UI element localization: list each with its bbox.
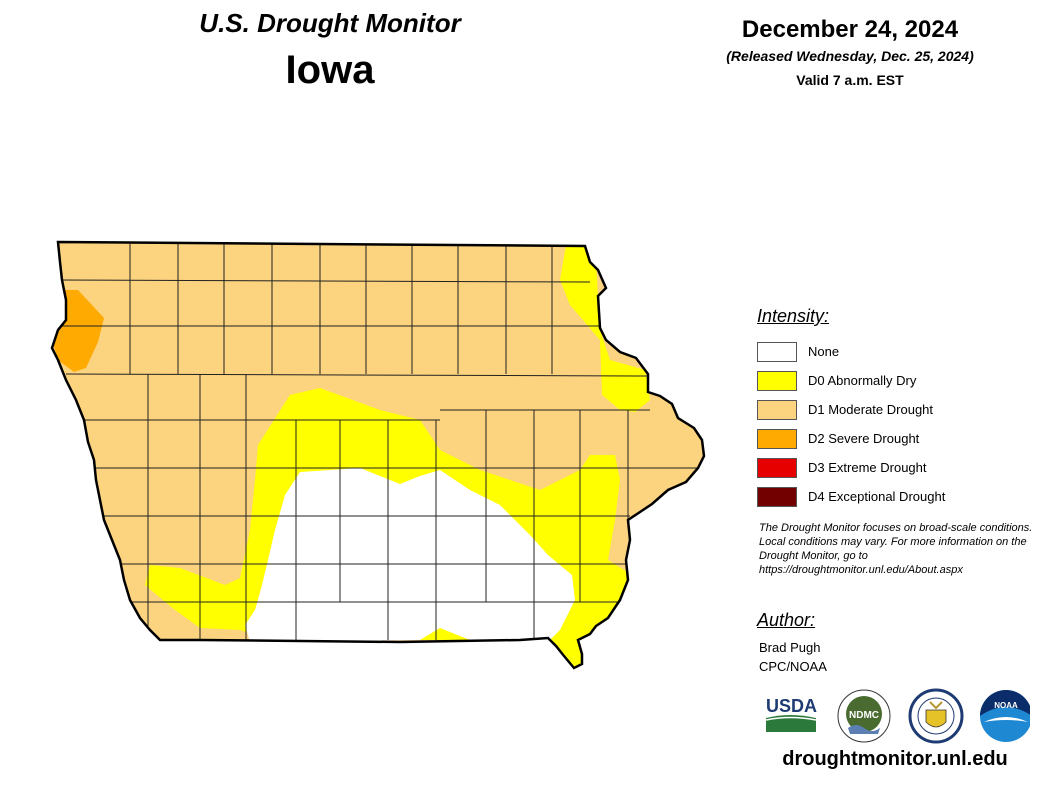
legend-label: D3 Extreme Drought — [808, 460, 927, 475]
author-name: Brad Pugh — [759, 640, 821, 655]
usda-logo: USDA — [765, 696, 817, 732]
noaa-logo: NOAA — [980, 690, 1030, 742]
county-lines — [57, 244, 700, 640]
legend-swatch — [757, 341, 797, 362]
iowa-drought-map — [50, 240, 706, 670]
legend-label: D4 Exceptional Drought — [808, 489, 946, 504]
legend-item-d2: D2 Severe Drought — [757, 424, 945, 453]
monitor-title: U.S. Drought Monitor — [199, 8, 461, 38]
legend-item-d0: D0 Abnormally Dry — [757, 366, 945, 395]
legend-title: Intensity: — [757, 306, 830, 326]
none-region-south-central — [245, 468, 575, 645]
legend-swatch — [757, 486, 797, 507]
doc-logo — [908, 688, 964, 744]
legend-swatch — [757, 457, 797, 478]
svg-text:NOAA: NOAA — [994, 701, 1018, 710]
legend-item-d1: D1 Moderate Drought — [757, 395, 945, 424]
partner-logos: USDA NDMC NOAA — [765, 688, 1030, 744]
legend-item-d4: D4 Exceptional Drought — [757, 482, 945, 511]
author-info: Brad Pugh CPC/NOAA — [759, 638, 827, 676]
d0-region-south-patch — [430, 628, 470, 640]
ndmc-logo: NDMC — [837, 689, 891, 743]
svg-text:USDA: USDA — [766, 696, 817, 716]
legend-swatch — [757, 399, 797, 420]
valid-time: Valid 7 a.m. EST — [796, 72, 904, 88]
iowa-state-border — [50, 240, 706, 670]
state-title: Iowa — [285, 48, 375, 92]
intensity-legend: Intensity: None D0 Abnormally Dry D1 Mod… — [757, 306, 945, 511]
map-date: December 24, 2024 — [741, 16, 959, 43]
legend-item-d3: D3 Extreme Drought — [757, 453, 945, 482]
legend-label: D2 Severe Drought — [808, 431, 920, 446]
disclaimer-note: The Drought Monitor focuses on broad-sca… — [759, 522, 1033, 576]
legend-label: D1 Moderate Drought — [808, 402, 934, 417]
legend-label: D0 Abnormally Dry — [808, 373, 917, 388]
legend-swatch — [757, 428, 797, 449]
legend-label: None — [808, 344, 840, 359]
legend-item-none: None — [757, 337, 945, 366]
svg-text:NDMC: NDMC — [849, 710, 879, 721]
website-url[interactable]: droughtmonitor.unl.edu — [782, 748, 1008, 770]
d0-region-northeast — [560, 245, 650, 412]
author-org: CPC/NOAA — [759, 659, 827, 674]
legend-swatch — [757, 370, 797, 391]
release-date: (Released Wednesday, Dec. 25, 2024) — [726, 48, 974, 64]
author-heading: Author: — [757, 610, 816, 630]
